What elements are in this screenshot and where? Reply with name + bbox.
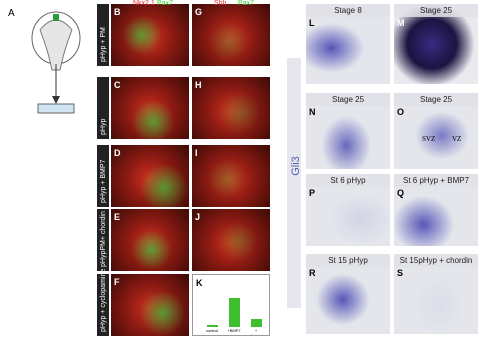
annotation: SVZ — [422, 135, 436, 143]
panel-letter: R — [309, 268, 316, 278]
row-strip — [97, 145, 109, 207]
micrograph: F — [111, 274, 189, 336]
label-strip — [287, 58, 301, 308]
panel-letter: C — [114, 80, 121, 90]
row-strip — [97, 274, 109, 336]
panel-letter: Q — [397, 188, 405, 198]
panel-letter: J — [195, 212, 201, 222]
ish-panel: Stage 25 O SVZ VZ — [394, 93, 478, 169]
panel-letter: P — [309, 188, 316, 198]
header-green: Pax7 — [157, 0, 173, 7]
panel-letter: F — [114, 277, 120, 287]
header-red: Nkx2.1 — [133, 0, 155, 7]
micrograph: G — [192, 4, 270, 66]
panel-letter: E — [114, 212, 121, 222]
micrograph: B — [111, 4, 189, 66]
panel-title: Stage 8 — [306, 4, 390, 17]
x-tick-label: control — [205, 328, 218, 333]
micrograph: C — [111, 77, 189, 139]
micrograph: E — [111, 209, 189, 271]
micrograph: I — [192, 145, 270, 207]
row-label: pHypPM+ chordin — [100, 211, 107, 267]
panel-letter: A — [8, 8, 15, 19]
annotation: VZ — [452, 135, 462, 143]
ish-panel: St 6 pHyp P — [306, 174, 390, 246]
gene-label: Gli3 — [289, 156, 302, 176]
panel-letter: B — [114, 7, 121, 17]
bar — [250, 319, 262, 327]
x-tick-label: + cyclopamine — [245, 328, 268, 336]
panel-title: St 6 pHyp — [306, 174, 390, 187]
bar — [206, 325, 218, 327]
ish-panel: Stage 25 M — [394, 4, 478, 84]
row-strip — [97, 4, 109, 66]
bar — [228, 298, 240, 327]
row-label: pHyp — [100, 118, 107, 135]
micrograph: H — [192, 77, 270, 139]
panel-letter: G — [195, 7, 203, 17]
panel-a: A — [0, 0, 95, 130]
panel-letter: H — [195, 80, 202, 90]
row-label: pHyp + cyclopamine — [100, 268, 107, 332]
panel-letter: K — [196, 278, 203, 288]
ish-panel: St 6 pHyp + BMP7 Q — [394, 174, 478, 246]
header-red: Shh — [214, 0, 227, 7]
micrograph: J — [192, 209, 270, 271]
micrograph: D — [111, 145, 189, 207]
ish-panel: St 15pHyp + chordin S — [394, 254, 478, 334]
panel-letter: N — [309, 107, 316, 117]
panel-letter: L — [309, 18, 315, 28]
row-strip — [97, 209, 109, 271]
panel-letter: S — [397, 268, 404, 278]
header-green: Pax7 — [238, 0, 254, 7]
ish-panel: St 15 pHyp R — [306, 254, 390, 334]
row-label: pHyp + PM — [100, 27, 107, 62]
panel-title: St 15 pHyp — [306, 254, 390, 267]
x-tick-label: +BMP7 — [227, 328, 241, 333]
panel-title: St 15pHyp + chordin — [394, 254, 478, 267]
row-strip — [97, 77, 109, 139]
panel-letter: D — [114, 148, 121, 158]
panel-letter: O — [397, 107, 405, 117]
embryo-diagram — [31, 11, 81, 114]
panel-title: St 6 pHyp + BMP7 — [394, 174, 478, 187]
panel-letter: I — [195, 148, 198, 158]
panel-title: Stage 25 — [306, 93, 390, 106]
panel-title: Stage 25 — [394, 93, 478, 106]
panel-letter: M — [397, 18, 405, 28]
row-label: pHyp + BMP7 — [100, 159, 107, 203]
panel-title: Stage 25 — [394, 4, 478, 17]
ish-panel: Stage 25 N — [306, 93, 390, 169]
